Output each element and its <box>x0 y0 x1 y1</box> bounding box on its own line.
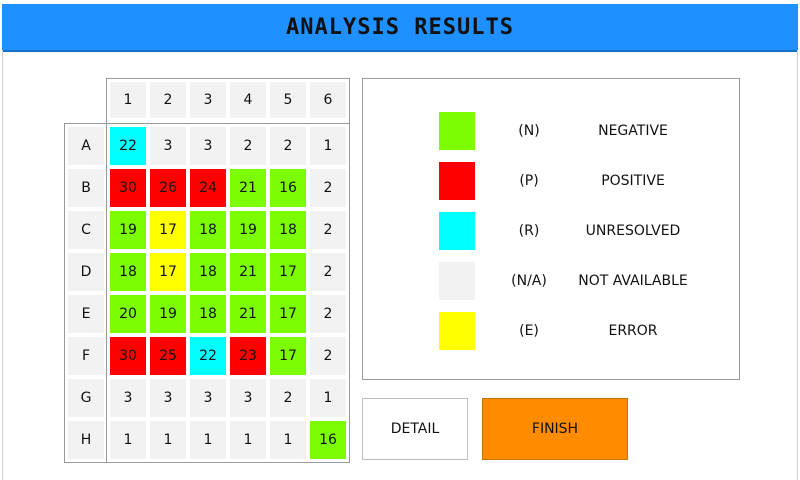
well-cell[interactable]: 19 <box>230 211 266 249</box>
detail-button[interactable]: DETAIL <box>362 398 468 460</box>
well-cell[interactable]: 1 <box>310 379 346 417</box>
well-cell[interactable]: 1 <box>190 421 226 459</box>
legend-label: ERROR <box>608 323 658 339</box>
well-grid: 22 3 3 2 2 1 30 26 24 21 16 2 19 17 18 19 18 2 18 17 18 21 17 2… <box>106 123 350 463</box>
well-cell[interactable]: 1 <box>110 421 146 459</box>
legend-label: NEGATIVE <box>598 123 668 139</box>
well-cell[interactable]: 2 <box>310 211 346 249</box>
row-header: B <box>68 169 104 207</box>
page-title: ANALYSIS RESULTS <box>286 14 514 40</box>
well-cell[interactable]: 2 <box>310 253 346 291</box>
row-header: G <box>68 379 104 417</box>
legend-code: (N/A) <box>511 273 547 289</box>
column-header: 5 <box>270 82 306 118</box>
legend-panel: (N) NEGATIVE (P) POSITIVE (R) UNRESOLVED (N/A)… <box>362 78 740 380</box>
legend-swatch <box>439 312 475 350</box>
well-cell[interactable]: 17 <box>150 253 186 291</box>
legend-code: (R) <box>518 223 540 239</box>
column-header: 4 <box>230 82 266 118</box>
well-cell[interactable]: 3 <box>190 127 226 165</box>
header-bar: ANALYSIS RESULTS <box>2 4 798 52</box>
legend-swatch <box>439 112 475 150</box>
row-header: H <box>68 421 104 459</box>
well-cell[interactable]: 24 <box>190 169 226 207</box>
well-cell[interactable]: 18 <box>110 253 146 291</box>
well-cell[interactable]: 1 <box>270 421 306 459</box>
legend-swatch <box>439 162 475 200</box>
well-cell[interactable]: 1 <box>310 127 346 165</box>
well-cell[interactable]: 1 <box>150 421 186 459</box>
well-cell[interactable]: 3 <box>150 379 186 417</box>
legend-swatch <box>439 262 475 300</box>
well-cell[interactable]: 17 <box>270 295 306 333</box>
well-cell[interactable]: 26 <box>150 169 186 207</box>
well-cell[interactable]: 16 <box>270 169 306 207</box>
well-cell[interactable]: 20 <box>110 295 146 333</box>
well-cell[interactable]: 19 <box>110 211 146 249</box>
legend-label: POSITIVE <box>601 173 665 189</box>
well-cell[interactable]: 18 <box>190 211 226 249</box>
well-cell[interactable]: 2 <box>270 379 306 417</box>
content-frame <box>2 50 798 480</box>
well-cell[interactable]: 1 <box>230 421 266 459</box>
column-header: 3 <box>190 82 226 118</box>
column-header: 2 <box>150 82 186 118</box>
well-cell[interactable]: 23 <box>230 337 266 375</box>
well-cell[interactable]: 16 <box>310 421 346 459</box>
well-cell[interactable]: 3 <box>150 127 186 165</box>
well-cell[interactable]: 22 <box>190 337 226 375</box>
well-cell[interactable]: 2 <box>270 127 306 165</box>
well-cell[interactable]: 2 <box>310 337 346 375</box>
well-cell[interactable]: 2 <box>310 295 346 333</box>
well-cell[interactable]: 21 <box>230 295 266 333</box>
well-cell[interactable]: 17 <box>270 337 306 375</box>
well-cell[interactable]: 18 <box>190 253 226 291</box>
well-cell[interactable]: 25 <box>150 337 186 375</box>
finish-button[interactable]: FINISH <box>482 398 628 460</box>
column-header: 6 <box>310 82 346 118</box>
well-cell[interactable]: 30 <box>110 169 146 207</box>
well-cell[interactable]: 3 <box>230 379 266 417</box>
well-cell[interactable]: 17 <box>150 211 186 249</box>
well-cell[interactable]: 17 <box>270 253 306 291</box>
legend-swatch <box>439 212 475 250</box>
column-header: 1 <box>110 82 146 118</box>
row-header: E <box>68 295 104 333</box>
well-cell[interactable]: 21 <box>230 253 266 291</box>
legend-label: NOT AVAILABLE <box>578 273 688 289</box>
well-cell[interactable]: 18 <box>190 295 226 333</box>
row-header: F <box>68 337 104 375</box>
legend-code: (N) <box>518 123 540 139</box>
well-cell[interactable]: 21 <box>230 169 266 207</box>
legend-label: UNRESOLVED <box>585 223 681 239</box>
well-cell[interactable]: 2 <box>310 169 346 207</box>
well-cell[interactable]: 3 <box>190 379 226 417</box>
legend-code: (P) <box>519 173 539 189</box>
well-cell[interactable]: 30 <box>110 337 146 375</box>
well-cell[interactable]: 3 <box>110 379 146 417</box>
row-header: D <box>68 253 104 291</box>
well-cell[interactable]: 2 <box>230 127 266 165</box>
well-cell[interactable]: 22 <box>110 127 146 165</box>
row-header: C <box>68 211 104 249</box>
well-cell[interactable]: 18 <box>270 211 306 249</box>
legend-code: (E) <box>519 323 539 339</box>
row-header: A <box>68 127 104 165</box>
well-cell[interactable]: 19 <box>150 295 186 333</box>
